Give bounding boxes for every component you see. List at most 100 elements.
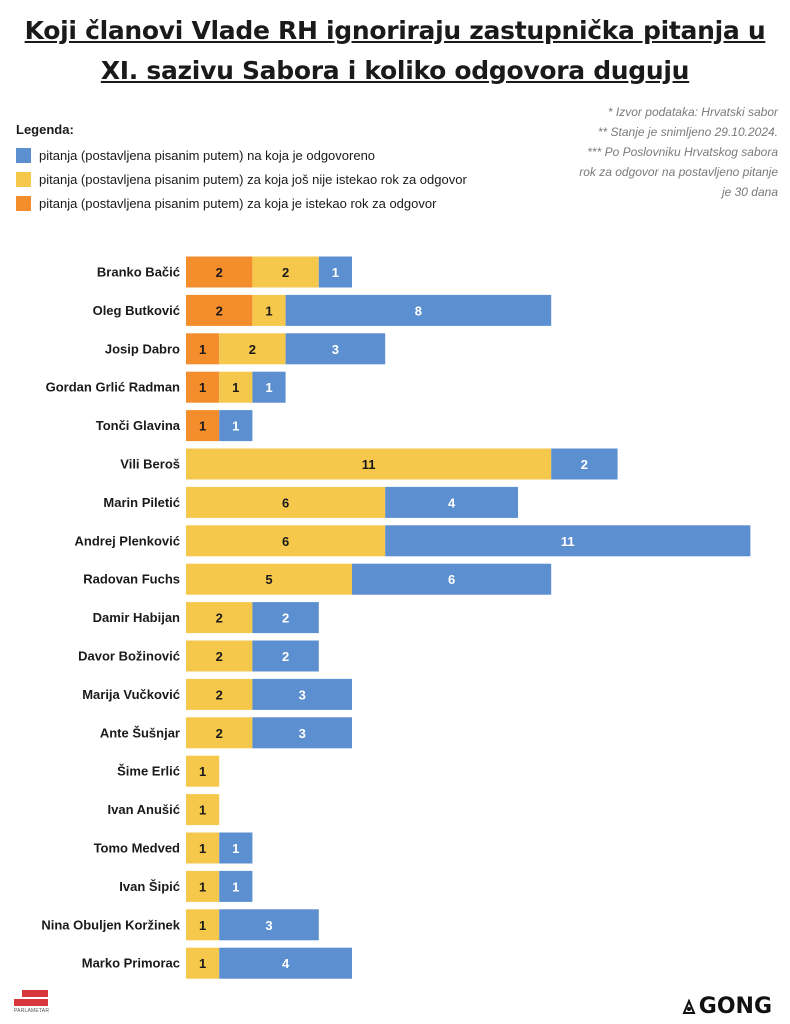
- bar-answered-vili-beros: [551, 448, 618, 480]
- gong-logo: GONG: [682, 994, 772, 1019]
- note-snapshot: ** Stanje je snimljeno 29.10.2024.: [597, 125, 778, 139]
- data-label-pending-branko-bacic: 2: [282, 265, 289, 280]
- data-label-overdue-tonci-glavina: 1: [199, 419, 206, 434]
- legend-swatch-answered: [16, 147, 31, 163]
- category-label-marija-vuckovic: Marija Vučković: [82, 687, 180, 702]
- bar-answered-branko-bacic: [318, 256, 352, 288]
- data-label-pending-radovan-fuchs: 5: [265, 572, 272, 587]
- category-label-marin-piletic: Marin Piletić: [103, 495, 180, 510]
- bar-pending-gordan-grlic-radman: [219, 371, 253, 403]
- bar-pending-oleg-butkovic: [252, 294, 286, 326]
- bar-pending-marin-piletic: [186, 486, 386, 518]
- data-label-pending-josip-dabro: 2: [249, 342, 256, 357]
- bar-overdue-tonci-glavina: [186, 410, 220, 442]
- data-label-overdue-branko-bacic: 2: [216, 265, 223, 280]
- category-label-andrej-plenkovic: Andrej Plenković: [75, 533, 180, 548]
- source-notes: * Izvor podataka: Hrvatski sabor ** Stan…: [578, 102, 778, 202]
- category-label-josip-dabro: Josip Dabro: [105, 341, 180, 356]
- data-label-pending-gordan-grlic-radman: 1: [232, 380, 239, 395]
- data-label-pending-ante-susnjar: 2: [216, 726, 223, 741]
- stacked-bar-chart: Branko Bačić 2 2 1 Oleg Butković 2 1 8 Josip Dab…: [41, 256, 751, 979]
- bar-answered-ante-susnjar: [252, 717, 352, 749]
- bar-answered-oleg-butkovic: [285, 294, 552, 326]
- bar-overdue-oleg-butkovic: [186, 294, 253, 326]
- data-label-pending-vili-beros: 11: [362, 457, 376, 472]
- data-label-answered-marija-vuckovic: 3: [299, 687, 306, 702]
- category-label-ivan-sipic: Ivan Šipić: [119, 879, 180, 894]
- bar-pending-marija-vuckovic: [186, 678, 253, 710]
- data-label-answered-tonci-glavina: 1: [232, 419, 239, 434]
- bar-pending-vili-beros: [186, 448, 552, 480]
- data-label-answered-branko-bacic: 1: [332, 265, 339, 280]
- legend-item-answered: pitanja (postavljena pisanim putem) na k…: [16, 147, 467, 163]
- bar-overdue-branko-bacic: [186, 256, 253, 288]
- data-label-answered-tomo-medved: 1: [232, 841, 239, 856]
- data-label-answered-oleg-butkovic: 8: [415, 303, 422, 318]
- gong-bell-icon: [682, 998, 696, 1014]
- legend-swatch-overdue: [16, 195, 31, 211]
- data-label-answered-andrej-plenkovic: 11: [561, 534, 575, 549]
- data-label-answered-gordan-grlic-radman: 1: [265, 380, 272, 395]
- data-label-answered-marko-primorac: 4: [282, 956, 290, 971]
- data-label-answered-nina-obuljen-korzinek: 3: [265, 918, 272, 933]
- legend-label-answered: pitanja (postavljena pisanim putem) na k…: [39, 147, 376, 163]
- bar-pending-ante-susnjar: [186, 717, 253, 749]
- category-label-marko-primorac: Marko Primorac: [82, 956, 180, 971]
- data-label-pending-marko-primorac: 1: [199, 956, 206, 971]
- note-source: * Izvor podataka: Hrvatski sabor: [607, 105, 778, 119]
- data-label-answered-ante-susnjar: 3: [299, 726, 306, 741]
- data-label-pending-andrej-plenkovic: 6: [282, 534, 289, 549]
- bar-answered-marko-primorac: [219, 947, 352, 979]
- bar-pending-josip-dabro: [219, 333, 286, 365]
- bar-pending-davor-bozinovic: [186, 640, 253, 672]
- category-label-tomo-medved: Tomo Medved: [94, 841, 180, 856]
- bar-pending-sime-erlic: [186, 755, 220, 787]
- note-deadline-rule: *** Po Poslovniku Hrvatskog sabora rok z…: [579, 145, 778, 199]
- bar-answered-gordan-grlic-radman: [252, 371, 286, 403]
- bar-answered-andrej-plenkovic: [385, 525, 751, 557]
- bar-answered-damir-habijan: [252, 602, 319, 634]
- bar-answered-nina-obuljen-korzinek: [219, 909, 319, 941]
- category-label-tonci-glavina: Tonči Glavina: [96, 418, 181, 433]
- bar-pending-nina-obuljen-korzinek: [186, 909, 220, 941]
- data-label-answered-radovan-fuchs: 6: [448, 572, 455, 587]
- category-label-ante-susnjar: Ante Šušnjar: [100, 725, 180, 740]
- legend-swatch-pending: [16, 171, 31, 187]
- category-label-radovan-fuchs: Radovan Fuchs: [83, 572, 180, 587]
- bar-answered-tomo-medved: [219, 832, 253, 864]
- legend-title: Legenda:: [16, 122, 74, 137]
- data-label-pending-damir-habijan: 2: [216, 611, 223, 626]
- category-label-vili-beros: Vili Beroš: [120, 457, 180, 472]
- chart-title-line-1: Koji članovi Vlade RH ignoriraju zastupn…: [24, 16, 766, 45]
- data-label-pending-marin-piletic: 6: [282, 495, 289, 510]
- bar-pending-tomo-medved: [186, 832, 220, 864]
- data-label-pending-ivan-sipic: 1: [199, 879, 206, 894]
- bar-pending-damir-habijan: [186, 602, 253, 634]
- bar-pending-marko-primorac: [186, 947, 220, 979]
- legend: Legenda: pitanja (postavljena pisanim pu…: [16, 122, 467, 219]
- bar-pending-ivan-anusic: [186, 794, 220, 826]
- bar-pending-radovan-fuchs: [186, 563, 352, 595]
- bar-answered-marin-piletic: [385, 486, 518, 518]
- legend-label-pending: pitanja (postavljena pisanim putem) za k…: [39, 171, 467, 187]
- data-label-overdue-gordan-grlic-radman: 1: [199, 380, 206, 395]
- parlametar-logo-bar-top: [22, 990, 48, 997]
- bar-answered-josip-dabro: [285, 333, 386, 365]
- data-label-answered-damir-habijan: 2: [282, 611, 289, 626]
- data-label-answered-josip-dabro: 3: [332, 342, 339, 357]
- bar-pending-branko-bacic: [252, 256, 319, 288]
- legend-label-overdue: pitanja (postavljena pisanim putem) za k…: [39, 195, 437, 211]
- category-label-nina-obuljen-korzinek: Nina Obuljen Koržinek: [41, 917, 180, 932]
- data-label-overdue-josip-dabro: 1: [199, 342, 206, 357]
- category-label-ivan-anusic: Ivan Anušić: [108, 802, 180, 817]
- data-label-pending-nina-obuljen-korzinek: 1: [199, 918, 206, 933]
- category-label-branko-bacic: Branko Bačić: [97, 265, 180, 280]
- data-label-pending-tomo-medved: 1: [199, 841, 206, 856]
- gong-logo-text: GONG: [698, 994, 772, 1019]
- legend-item-pending: pitanja (postavljena pisanim putem) za k…: [16, 171, 467, 187]
- data-label-answered-ivan-sipic: 1: [232, 879, 239, 894]
- bar-pending-andrej-plenkovic: [186, 525, 386, 557]
- data-label-pending-davor-bozinovic: 2: [216, 649, 223, 664]
- bar-answered-radovan-fuchs: [352, 563, 552, 595]
- parlametar-logo-bar-bottom: [14, 999, 48, 1006]
